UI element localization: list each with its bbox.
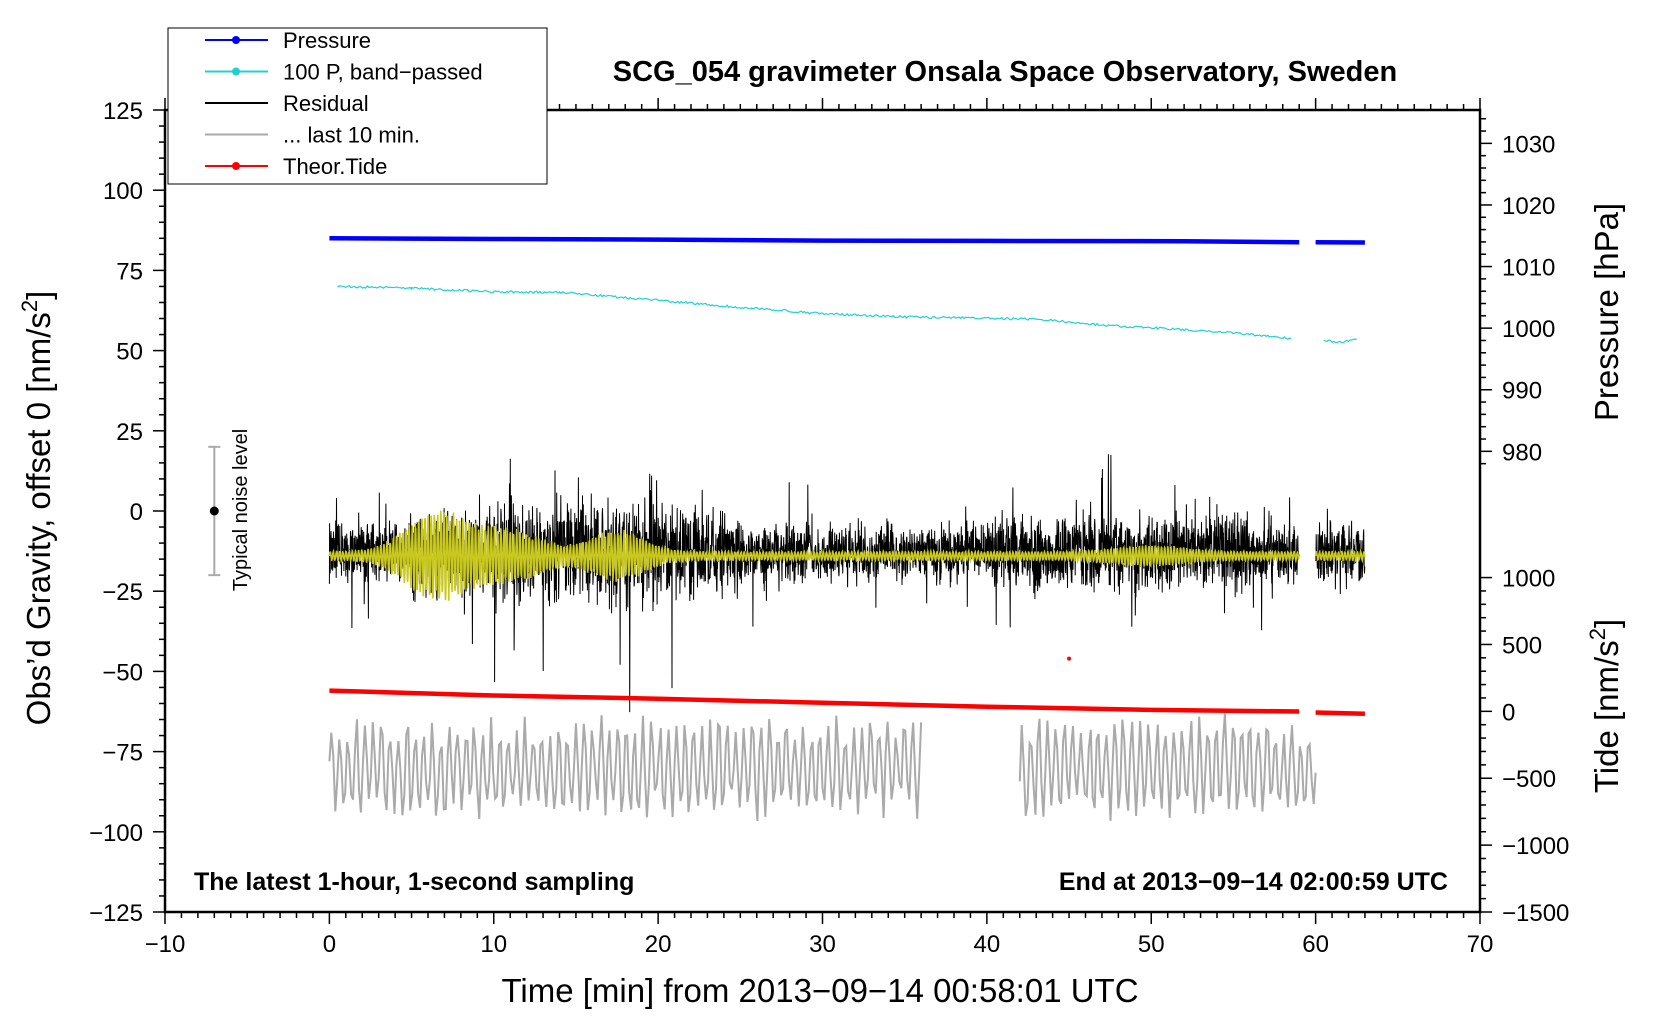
x-tick-label: 70 — [1467, 931, 1494, 958]
legend-label: 100 P, band−passed — [283, 60, 483, 85]
residual-smoothed-line — [1314, 548, 1366, 564]
y-tick-label: 0 — [130, 499, 143, 526]
y-axis-label-text: Obs’d Gravity, offset 0 [nm/s — [20, 312, 57, 725]
pressure-line — [329, 236, 1300, 245]
legend-label: Pressure — [283, 28, 371, 53]
x-tick-label: 20 — [645, 931, 672, 958]
legend: Pressure 100 P, band−passed Residual ... la… — [167, 27, 548, 185]
y-tick-label: 100 — [103, 178, 143, 205]
pressure-axis-label: Pressure [hPa] — [1588, 203, 1625, 421]
pressure-tick-label: 1030 — [1502, 131, 1555, 158]
tide-tick-label: −1000 — [1502, 833, 1569, 860]
tide-axis-label-close: ] — [1588, 619, 1625, 628]
pressure-tick-label: 980 — [1502, 439, 1542, 466]
annotation-sampling: The latest 1-hour, 1-second sampling — [194, 868, 634, 896]
legend-label: ... last 10 min. — [283, 123, 420, 148]
legend-label: Residual — [283, 91, 369, 116]
x-tick-label: 0 — [323, 931, 336, 958]
band-passed-pressure-line — [1323, 338, 1357, 344]
legend-label: Theor.Tide — [283, 154, 387, 179]
tide-axis-label-sup: 2 — [1585, 628, 1610, 640]
y-tick-label: −50 — [102, 659, 143, 686]
plot-content — [208, 236, 1366, 822]
y-tick-label: 75 — [116, 258, 143, 285]
y-tick-label: 25 — [116, 419, 143, 446]
residual-line — [1315, 508, 1366, 595]
x-tick-label: −10 — [145, 931, 186, 958]
pressure-tick-label: 1010 — [1502, 255, 1555, 282]
x-tick-label: 50 — [1138, 931, 1165, 958]
legend-marker — [232, 162, 240, 170]
tide-tick-label: −500 — [1502, 766, 1556, 793]
noise-level-label: Typical noise level — [230, 429, 252, 591]
pressure-tick-label: 1000 — [1502, 316, 1555, 343]
y-tick-label: −100 — [89, 820, 143, 847]
x-axis-label: Time [min] from 2013−09−14 00:58:01 UTC — [501, 972, 1138, 1009]
theoretical-tide-outlier — [1067, 656, 1072, 661]
x-tick-label: 60 — [1302, 931, 1329, 958]
y-tick-label: −75 — [102, 740, 143, 767]
tide-tick-label: 0 — [1502, 699, 1515, 726]
last-10-min-line — [328, 715, 923, 822]
y-tick-label: 125 — [103, 98, 143, 125]
theoretical-tide-line — [1315, 710, 1365, 716]
last-10-min-line — [1018, 713, 1317, 821]
tide-axis-label: Tide [nm/s2] — [1585, 619, 1625, 793]
tide-tick-label: 1000 — [1502, 566, 1555, 593]
tick-marks: −10 0 10 20 30 40 50 60 701251007550250−25−50−75… — [89, 98, 1569, 958]
plot-frame — [163, 108, 1482, 914]
chart-title: SCG_054 gravimeter Onsala Space Observat… — [613, 56, 1397, 88]
legend-marker — [232, 67, 240, 76]
pressure-tick-label: 1020 — [1502, 193, 1555, 220]
theoretical-tide-line — [329, 688, 1300, 714]
tide-axis-label-text: Tide [nm/s — [1588, 640, 1625, 793]
x-tick-label: 40 — [974, 931, 1001, 958]
pressure-tick-label: 990 — [1502, 378, 1542, 405]
y-tick-label: −25 — [102, 579, 143, 606]
legend-box — [167, 27, 548, 185]
y-axis-label: Obs’d Gravity, offset 0 [nm/s2] — [17, 291, 57, 726]
annotation-end-time: End at 2013−09−14 02:00:59 UTC — [1059, 868, 1448, 896]
tide-tick-label: −1500 — [1502, 900, 1569, 927]
y-tick-label: 50 — [116, 339, 143, 366]
legend-marker — [232, 36, 240, 44]
x-tick-label: 30 — [809, 931, 836, 958]
band-passed-pressure-line — [337, 284, 1292, 340]
noise-bar-center — [209, 506, 219, 516]
y-tick-label: −125 — [89, 900, 143, 927]
y-axis-label-close: ] — [20, 291, 57, 300]
residual-smoothed-line — [328, 510, 1300, 601]
x-tick-label: 10 — [480, 931, 507, 958]
tide-tick-label: 500 — [1502, 632, 1542, 659]
y-axis-label-sup: 2 — [17, 300, 42, 312]
